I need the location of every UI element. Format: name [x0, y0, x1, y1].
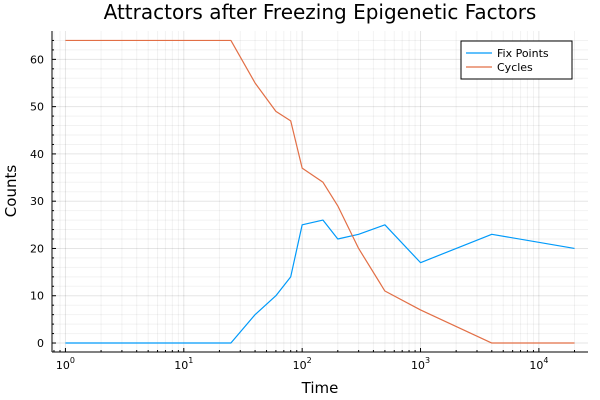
x-axis-label: Time [301, 379, 339, 397]
y-tick-label: 60 [30, 53, 44, 66]
y-tick-label: 40 [30, 148, 44, 161]
series-line-fix-points [65, 219, 575, 344]
x-axis-ticks: 100 101 102 103 104 [53, 348, 576, 372]
y-axis-ticks: 0 10 20 30 40 50 60 [30, 39, 56, 350]
y-tick-label: 0 [37, 337, 44, 350]
y-tick-label: 50 [30, 101, 44, 114]
chart-title: Attractors after Freezing Epigenetic Fac… [104, 0, 537, 24]
x-tick-label: 104 [529, 356, 548, 372]
legend-label: Cycles [497, 61, 533, 74]
x-tick-label: 103 [411, 356, 430, 372]
x-tick-label: 100 [56, 356, 75, 372]
legend-label: Fix Points [497, 47, 549, 60]
y-axis-label: Counts [2, 165, 20, 218]
y-tick-label: 20 [30, 242, 44, 255]
series-line-cycles [65, 39, 575, 344]
x-tick-label: 102 [293, 356, 312, 372]
y-tick-label: 30 [30, 195, 44, 208]
y-tick-label: 10 [30, 290, 44, 303]
x-tick-label: 101 [174, 356, 193, 372]
legend-box [460, 40, 573, 80]
series-group [65, 39, 575, 344]
